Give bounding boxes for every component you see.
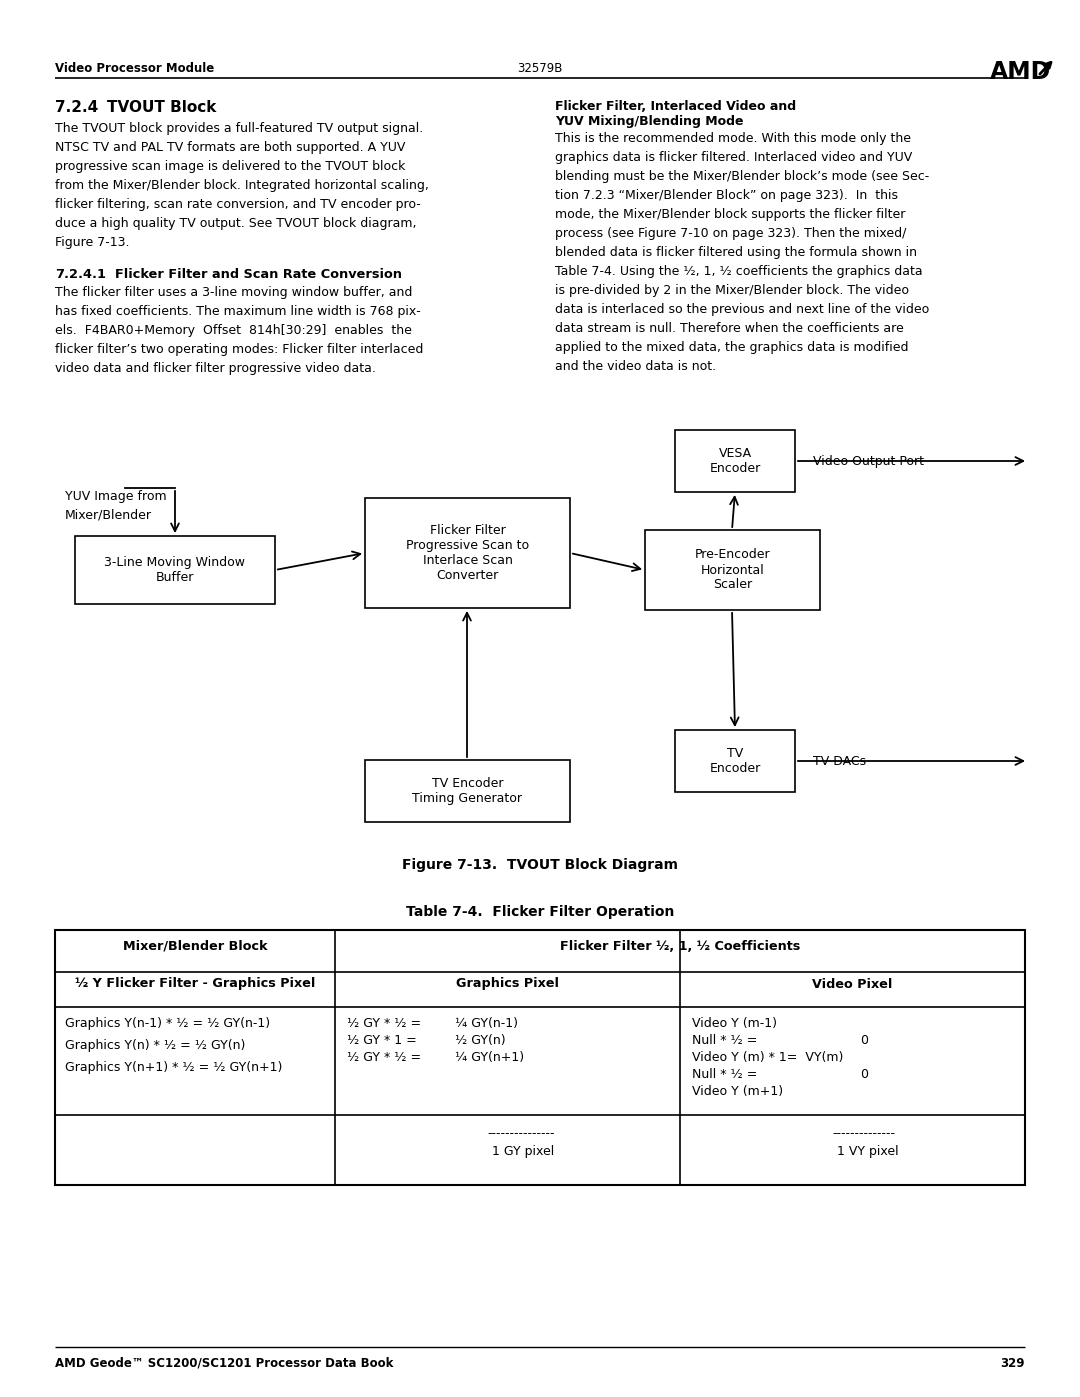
Text: TV Encoder
Timing Generator: TV Encoder Timing Generator xyxy=(413,777,523,805)
Text: --------------: -------------- xyxy=(832,1127,895,1140)
Bar xyxy=(645,529,820,610)
Text: Flicker Filter
Progressive Scan to
Interlace Scan
Converter: Flicker Filter Progressive Scan to Inter… xyxy=(406,524,529,583)
Text: TV
Encoder: TV Encoder xyxy=(710,747,760,775)
Text: ½ GY * 1 =: ½ GY * 1 = xyxy=(347,1034,417,1046)
Text: YUV Mixing/Blending Mode: YUV Mixing/Blending Mode xyxy=(555,115,743,129)
Text: YUV Image from
Mixer/Blender: YUV Image from Mixer/Blender xyxy=(65,490,166,521)
Text: 1 VY pixel: 1 VY pixel xyxy=(837,1146,899,1158)
Bar xyxy=(365,760,570,821)
Text: Video Y (m+1): Video Y (m+1) xyxy=(692,1085,783,1098)
Text: Flicker Filter and Scan Rate Conversion: Flicker Filter and Scan Rate Conversion xyxy=(114,268,402,281)
Text: Video Y (m) * 1=  VY(m): Video Y (m) * 1= VY(m) xyxy=(692,1051,843,1065)
Text: ¼ GY(n-1): ¼ GY(n-1) xyxy=(455,1017,518,1030)
Text: VESA
Encoder: VESA Encoder xyxy=(710,447,760,475)
Text: 32579B: 32579B xyxy=(517,61,563,75)
Text: AMD Geode™ SC1200/SC1201 Processor Data Book: AMD Geode™ SC1200/SC1201 Processor Data … xyxy=(55,1356,393,1370)
Text: 1 GY pixel: 1 GY pixel xyxy=(492,1146,554,1158)
Text: This is the recommended mode. With this mode only the
graphics data is flicker f: This is the recommended mode. With this … xyxy=(555,131,929,373)
Text: 0: 0 xyxy=(860,1067,868,1081)
Text: 7.2.4.1: 7.2.4.1 xyxy=(55,268,106,281)
Text: Flicker Filter ½, 1, ½ Coefficients: Flicker Filter ½, 1, ½ Coefficients xyxy=(559,940,800,953)
Bar xyxy=(365,497,570,608)
Text: The flicker filter uses a 3-line moving window buffer, and
has fixed coefficient: The flicker filter uses a 3-line moving … xyxy=(55,286,423,374)
Text: Mixer/Blender Block: Mixer/Blender Block xyxy=(123,940,267,953)
Text: Graphics Y(n-1) * ½ = ½ GY(n-1)
Graphics Y(n) * ½ = ½ GY(n)
Graphics Y(n+1) * ½ : Graphics Y(n-1) * ½ = ½ GY(n-1) Graphics… xyxy=(65,1017,282,1074)
Text: Null * ½ =: Null * ½ = xyxy=(692,1034,757,1046)
Text: Pre-Encoder
Horizontal
Scaler: Pre-Encoder Horizontal Scaler xyxy=(694,549,770,591)
Bar xyxy=(675,430,795,492)
Text: AMD: AMD xyxy=(990,60,1051,84)
Text: ¼ GY(n+1): ¼ GY(n+1) xyxy=(455,1051,524,1065)
Bar xyxy=(675,731,795,792)
Text: Video Pixel: Video Pixel xyxy=(812,978,892,990)
Text: TV DACs: TV DACs xyxy=(813,754,866,768)
Text: ½ GY * ½ =: ½ GY * ½ = xyxy=(347,1017,421,1030)
Text: Null * ½ =: Null * ½ = xyxy=(692,1067,757,1081)
Text: 329: 329 xyxy=(1000,1356,1025,1370)
Bar xyxy=(55,930,1025,1185)
Bar xyxy=(75,536,275,604)
Text: ---------------: --------------- xyxy=(487,1127,554,1140)
Text: ½ GY * ½ =: ½ GY * ½ = xyxy=(347,1051,421,1065)
Text: Table 7-4.  Flicker Filter Operation: Table 7-4. Flicker Filter Operation xyxy=(406,905,674,919)
Text: Video Y (m-1): Video Y (m-1) xyxy=(692,1017,777,1030)
Text: 7.2.4: 7.2.4 xyxy=(55,101,98,115)
Text: 3-Line Moving Window
Buffer: 3-Line Moving Window Buffer xyxy=(105,556,245,584)
Text: ½ GY(n): ½ GY(n) xyxy=(455,1034,505,1046)
Text: 0: 0 xyxy=(860,1034,868,1046)
Text: Video Output Port: Video Output Port xyxy=(813,455,924,468)
Text: Flicker Filter, Interlaced Video and: Flicker Filter, Interlaced Video and xyxy=(555,101,796,113)
Text: Figure 7-13.  TVOUT Block Diagram: Figure 7-13. TVOUT Block Diagram xyxy=(402,858,678,872)
Text: The TVOUT block provides a full-featured TV output signal.
NTSC TV and PAL TV fo: The TVOUT block provides a full-featured… xyxy=(55,122,429,249)
Text: Video Processor Module: Video Processor Module xyxy=(55,61,214,75)
Text: TVOUT Block: TVOUT Block xyxy=(107,101,216,115)
Text: ½ Y Flicker Filter - Graphics Pixel: ½ Y Flicker Filter - Graphics Pixel xyxy=(75,978,315,990)
Text: Graphics Pixel: Graphics Pixel xyxy=(456,978,558,990)
